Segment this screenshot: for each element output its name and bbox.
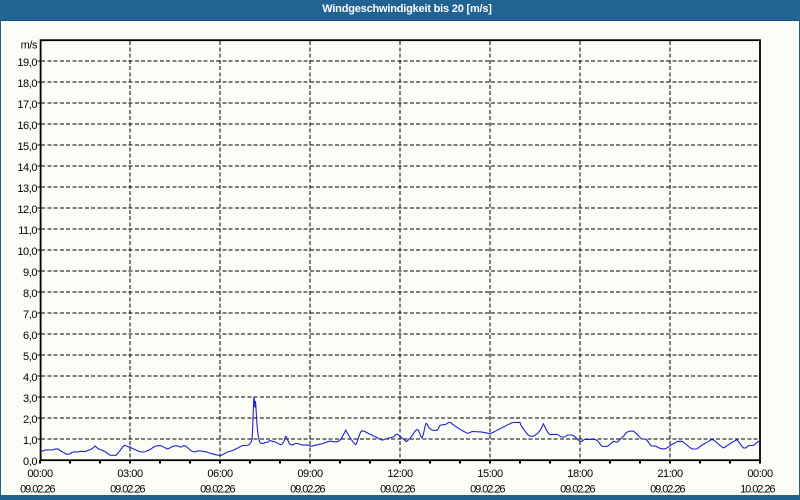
svg-text:11,0: 11,0 — [18, 225, 37, 237]
svg-text:3,0: 3,0 — [23, 393, 37, 405]
svg-text:2,0: 2,0 — [23, 414, 37, 426]
svg-text:6,0: 6,0 — [23, 330, 37, 342]
svg-text:09.02.26: 09.02.26 — [20, 484, 55, 496]
svg-text:17,0: 17,0 — [17, 99, 37, 111]
svg-text:8,0: 8,0 — [23, 288, 37, 300]
svg-text:09.02.26: 09.02.26 — [560, 484, 595, 496]
svg-text:m/s: m/s — [21, 40, 38, 52]
svg-text:15,0: 15,0 — [17, 141, 37, 153]
svg-text:09.02.26: 09.02.26 — [650, 484, 685, 496]
svg-text:06:00: 06:00 — [207, 468, 233, 480]
svg-text:14,0: 14,0 — [17, 162, 37, 174]
svg-text:21:00: 21:00 — [657, 468, 683, 480]
svg-text:09.02.26: 09.02.26 — [110, 484, 145, 496]
svg-text:7,0: 7,0 — [23, 309, 37, 321]
svg-text:18,0: 18,0 — [17, 78, 37, 90]
svg-text:13,0: 13,0 — [17, 183, 37, 195]
svg-text:09.02.26: 09.02.26 — [200, 484, 235, 496]
svg-text:18:00: 18:00 — [567, 468, 593, 480]
svg-text:12:00: 12:00 — [387, 468, 413, 480]
svg-text:12,0: 12,0 — [17, 204, 37, 216]
svg-text:00:00: 00:00 — [747, 468, 773, 480]
svg-text:10,0: 10,0 — [17, 246, 37, 258]
svg-text:09.02.26: 09.02.26 — [290, 484, 325, 496]
svg-text:5,0: 5,0 — [23, 351, 37, 363]
svg-text:4,0: 4,0 — [23, 372, 37, 384]
svg-text:09.02.26: 09.02.26 — [380, 484, 415, 496]
svg-text:16,0: 16,0 — [17, 120, 37, 132]
svg-text:19,0: 19,0 — [17, 57, 37, 69]
svg-text:09:00: 09:00 — [297, 468, 323, 480]
svg-text:09.02.26: 09.02.26 — [470, 484, 505, 496]
svg-text:00:00: 00:00 — [27, 468, 53, 480]
svg-text:03:00: 03:00 — [117, 468, 143, 480]
svg-text:0,0: 0,0 — [23, 456, 37, 468]
svg-text:1,0: 1,0 — [23, 435, 37, 447]
svg-text:10.02.26: 10.02.26 — [740, 484, 775, 496]
svg-text:9,0: 9,0 — [23, 267, 37, 279]
svg-text:15:00: 15:00 — [477, 468, 503, 480]
